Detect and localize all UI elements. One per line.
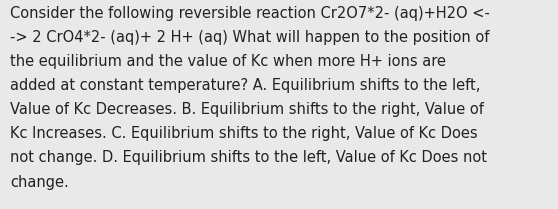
Text: -> 2 CrO4*2- (aq)+ 2 H+ (aq) What will happen to the position of: -> 2 CrO4*2- (aq)+ 2 H+ (aq) What will h…	[10, 30, 489, 45]
Text: Consider the following reversible reaction Cr2O7*2- (aq)+H2O <-: Consider the following reversible reacti…	[10, 6, 490, 21]
Text: the equilibrium and the value of Kc when more H+ ions are: the equilibrium and the value of Kc when…	[10, 54, 446, 69]
Text: change.: change.	[10, 175, 69, 190]
Text: Value of Kc Decreases. B. Equilibrium shifts to the right, Value of: Value of Kc Decreases. B. Equilibrium sh…	[10, 102, 484, 117]
Text: Kc Increases. C. Equilibrium shifts to the right, Value of Kc Does: Kc Increases. C. Equilibrium shifts to t…	[10, 126, 478, 141]
Text: not change. D. Equilibrium shifts to the left, Value of Kc Does not: not change. D. Equilibrium shifts to the…	[10, 150, 487, 166]
Text: added at constant temperature? A. Equilibrium shifts to the left,: added at constant temperature? A. Equili…	[10, 78, 480, 93]
